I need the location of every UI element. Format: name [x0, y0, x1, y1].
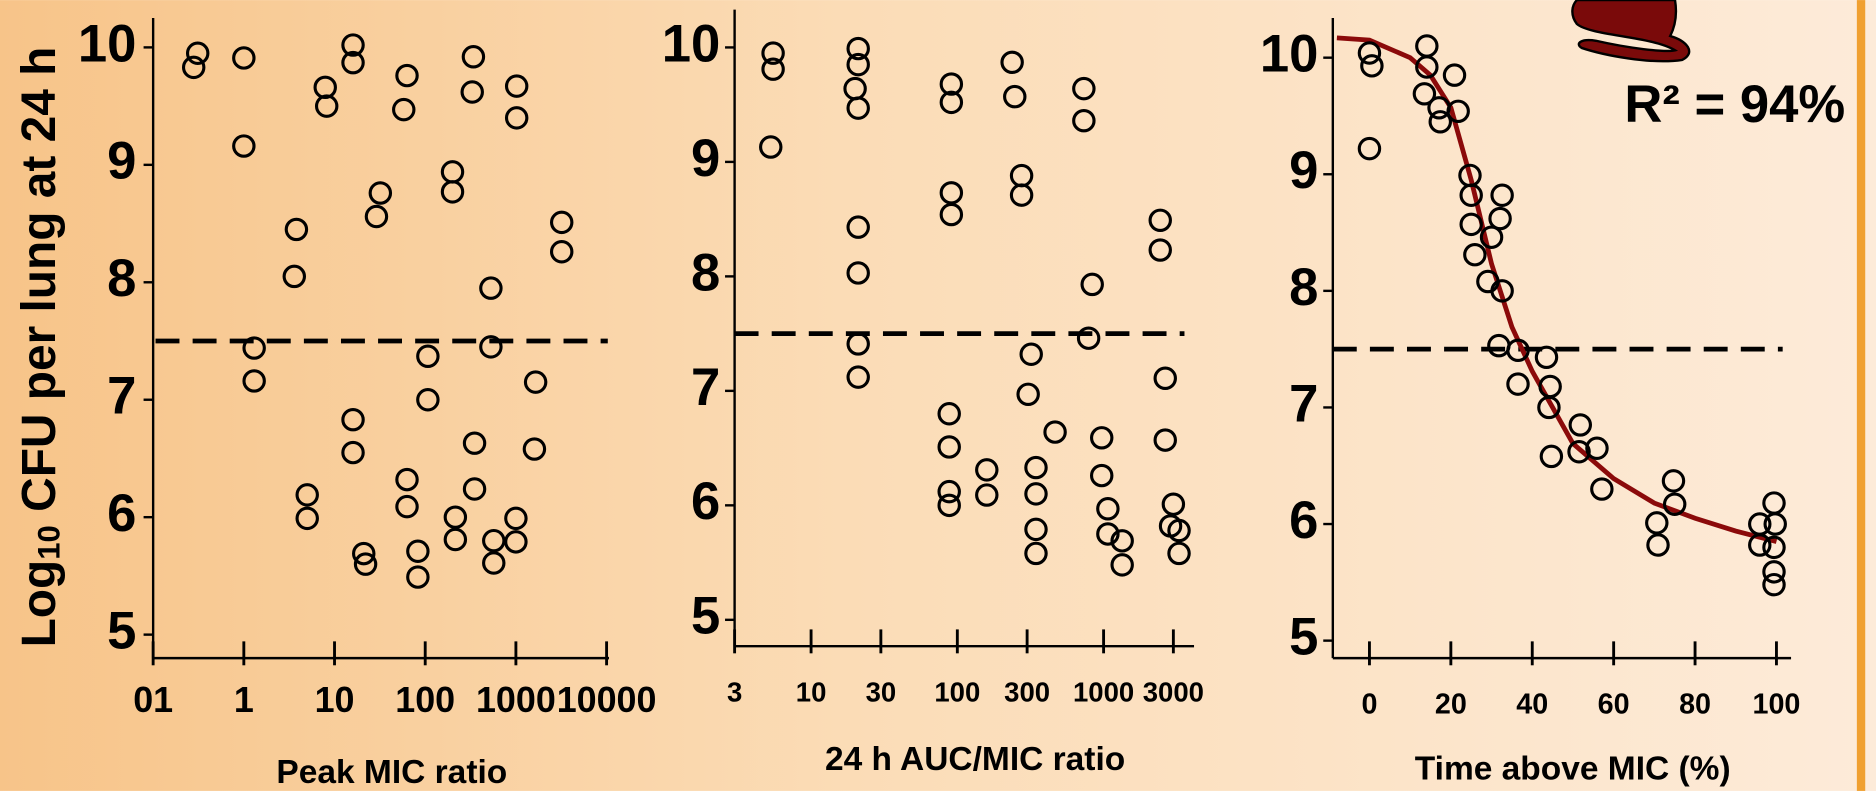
y-tick-label: 6: [1289, 491, 1318, 550]
side-stripe: [1857, 0, 1865, 791]
x-tick-label: 10: [315, 680, 355, 720]
y-tick-label: 10: [78, 14, 137, 73]
y-tick-label: 8: [107, 249, 136, 308]
x-tick-label: 3000: [1143, 676, 1204, 707]
y-tick-label: 8: [691, 243, 720, 302]
y-tick-label: 9: [691, 129, 720, 188]
x-tick-label: 1: [234, 680, 254, 720]
x-tick-label: 10000: [557, 680, 657, 720]
y-tick-label: 7: [107, 367, 136, 426]
background: [0, 0, 1876, 791]
x-tick-label: 01: [133, 680, 173, 720]
x-tick-label: 100: [395, 680, 455, 720]
x-tick-label: 1000: [1073, 676, 1134, 707]
x-axis-label: Peak MIC ratio: [276, 754, 507, 791]
y-axis-label-part: CFU per lung at 24 h: [13, 47, 66, 525]
chart: Log10 CFU per lung at 24 h R² = 94% 5678…: [0, 0, 1876, 791]
y-tick-label: 7: [691, 358, 720, 417]
x-tick-label: 100: [1753, 689, 1801, 721]
y-axis-label-sub: 10: [32, 525, 67, 560]
x-tick-label: 10: [796, 676, 827, 707]
page: {"chart_data": [ {"type": "scatter", "xs…: [0, 0, 1876, 791]
x-tick-label: 3: [727, 676, 742, 707]
y-tick-label: 6: [691, 472, 720, 531]
x-tick-label: 100: [934, 676, 980, 707]
y-tick-label: 10: [662, 14, 721, 73]
y-tick-label: 7: [1289, 374, 1318, 433]
x-tick-label: 30: [866, 676, 897, 707]
y-tick-label: 9: [1289, 141, 1318, 200]
x-tick-label: 300: [1004, 676, 1050, 707]
annotation: R² = 94%: [1624, 75, 1845, 134]
x-tick-label: 80: [1679, 689, 1711, 721]
y-tick-label: 5: [1289, 608, 1318, 667]
y-tick-label: 9: [107, 132, 136, 191]
y-tick-label: 6: [107, 484, 136, 543]
x-tick-label: 20: [1435, 689, 1467, 721]
x-tick-label: 60: [1598, 689, 1630, 721]
y-tick-label: 8: [1289, 258, 1318, 317]
x-tick-label: 0: [1361, 689, 1377, 721]
x-tick-label: 40: [1516, 689, 1548, 721]
y-tick-label: 10: [1260, 25, 1319, 84]
y-axis-label-part: Log: [13, 560, 66, 648]
y-tick-label: 5: [107, 602, 136, 661]
x-tick-label: 1000: [476, 680, 556, 720]
y-tick-label: 5: [691, 587, 720, 646]
x-axis-label: Time above MIC (%): [1415, 750, 1731, 787]
x-axis-label: 24 h AUC/MIC ratio: [825, 741, 1125, 778]
